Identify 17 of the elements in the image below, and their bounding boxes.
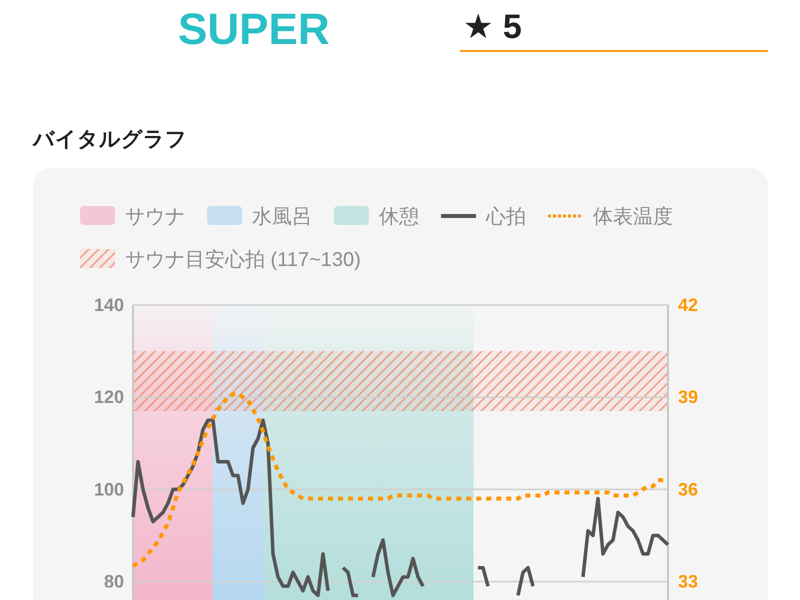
legend-label: 体表温度 bbox=[593, 206, 673, 228]
legend-label: サウナ目安心拍 (117~130) bbox=[125, 249, 361, 271]
y2-tick-label: 36 bbox=[678, 479, 698, 500]
y2-tick-label: 33 bbox=[678, 572, 698, 592]
y2-tick-label: 39 bbox=[678, 387, 698, 408]
legend-label: 休憩 bbox=[379, 206, 419, 228]
legend-label: サウナ bbox=[125, 206, 185, 228]
annotation: ★ 5 bbox=[460, 8, 768, 52]
y-tick-label: 100 bbox=[94, 479, 124, 500]
y-tick-label: 140 bbox=[94, 295, 124, 315]
legend-label: 心拍 bbox=[486, 206, 526, 228]
legend-label: 水風呂 bbox=[252, 206, 312, 228]
y2-tick-label: 42 bbox=[678, 295, 698, 315]
annotation: SUPER bbox=[178, 5, 330, 54]
y-tick-label: 80 bbox=[104, 572, 124, 592]
y-tick-label: 120 bbox=[94, 387, 124, 408]
chart-title: バイタルグラフ bbox=[32, 128, 187, 151]
